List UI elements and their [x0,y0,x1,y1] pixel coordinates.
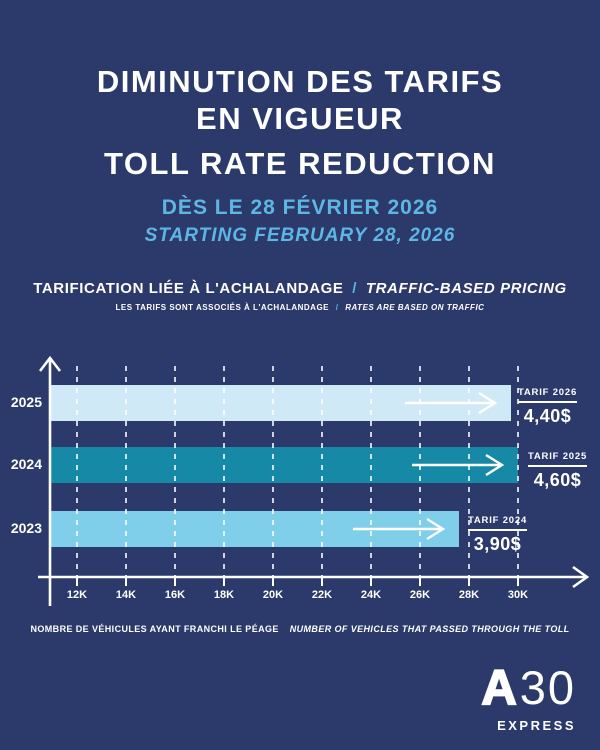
x-tick-mark-24K [370,577,372,586]
tarif-2024-label: TARIF 2024 [468,515,528,531]
x-tick-label-12K: 12K [66,589,88,601]
y-axis-arrow-icon [38,355,62,372]
x-axis-caption-en: NUMBER OF VEHICLES THAT PASSED THROUGH T… [289,624,570,634]
bar-2024 [50,447,518,483]
y-category-2023: 2023 [10,520,42,536]
logo-number-30: 30 [519,661,576,714]
tarif-2026-value: 4,40$ [523,406,572,426]
y-category-2025: 2025 [10,394,42,410]
gridline-30K [517,366,519,577]
x-tick-label-30K: 30K [507,589,529,601]
x-tick-mark-28K [468,577,470,586]
gridline-14K [125,366,127,577]
logo-express-text: EXPRESS [497,718,576,733]
x-tick-label-18K: 18K [213,589,235,601]
right-arrow-icon [412,453,505,477]
gridline-16K [174,366,176,577]
title-fr-line2: EN VIGUEUR [196,101,404,136]
effective-date-en: STARTING FEBRUARY 28, 2026 [144,225,456,246]
tarif-2024-value: 3,90$ [473,534,522,554]
x-tick-mark-14K [125,577,127,586]
tarif-2025-callout: TARIF 2025 4,60$ [528,446,588,491]
tarif-2024-callout: TARIF 2024 3,90$ [468,510,528,555]
x-tick-mark-16K [174,577,176,586]
x-tick-label-26K: 26K [409,589,431,601]
x-tick-label-24K: 24K [360,589,382,601]
gridline-12K [76,366,78,577]
y-category-2024: 2024 [10,456,42,472]
section-subheading-separator: / [335,303,339,312]
section-subheading: LES TARIFS SONT ASSOCIÉS À L'ACHALANDAGE… [0,303,600,312]
x-tick-label-22K: 22K [311,589,333,601]
x-tick-mark-20K [272,577,274,586]
bar-2025 [50,385,511,421]
x-tick-mark-12K [76,577,78,586]
x-axis-caption: NOMBRE DE VÉHICULES AYANT FRANCHI LE PÉA… [0,624,600,634]
section-heading: TARIFICATION LIÉE À L'ACHALANDAGE / TRAF… [0,280,600,297]
right-arrow-icon [405,391,498,415]
x-tick-label-20K: 20K [262,589,284,601]
x-tick-mark-18K [223,577,225,586]
tarif-2025-value: 4,60$ [533,470,582,490]
tarif-2026-callout: TARIF 2026 4,40$ [518,382,578,427]
gridline-22K [321,366,323,577]
tarif-2025-label: TARIF 2025 [528,451,588,467]
section-heading-separator: / [352,280,358,297]
gridline-26K [419,366,421,577]
title-en: TOLL RATE REDUCTION [104,146,496,181]
x-tick-label-16K: 16K [164,589,186,601]
a30-logo-row: A30 [480,663,576,722]
section-heading-en: TRAFFIC-BASED PRICING [365,280,567,297]
gridline-18K [223,366,225,577]
section-subheading-fr: LES TARIFS SONT ASSOCIÉS À L'ACHALANDAGE [115,303,330,312]
x-tick-mark-22K [321,577,323,586]
right-arrow-icon [353,517,446,541]
x-axis-arrow-icon [572,565,590,589]
effective-date-fr: DÈS LE 28 FÉVRIER 2026 [161,196,439,219]
section-heading-fr: TARIFICATION LIÉE À L'ACHALANDAGE [33,280,344,297]
tarif-2026-label: TARIF 2026 [518,387,578,403]
x-tick-label-14K: 14K [115,589,137,601]
a30-express-logo: A30 EXPRESS [480,663,576,733]
gridline-24K [370,366,372,577]
bar-2023 [50,511,459,547]
gridline-28K [468,366,470,577]
x-tick-mark-30K [517,577,519,586]
x-axis-caption-fr: NOMBRE DE VÉHICULES AYANT FRANCHI LE PÉA… [30,624,279,634]
x-tick-label-28K: 28K [458,589,480,601]
logo-letter-a: A [480,661,517,715]
x-tick-mark-26K [419,577,421,586]
title-fr-line1: DIMINUTION DES TARIFS [96,64,504,99]
section-subheading-en: RATES ARE BASED ON TRAFFIC [345,303,485,312]
gridline-20K [272,366,274,577]
